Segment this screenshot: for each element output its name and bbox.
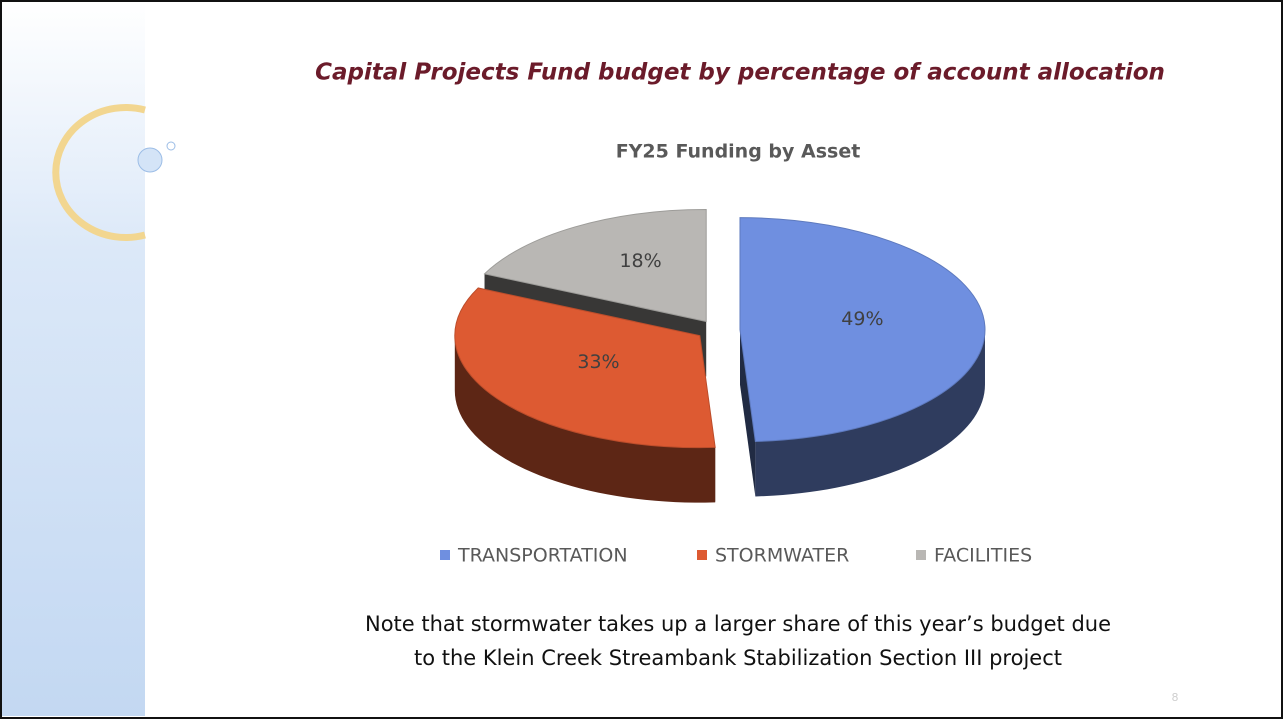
- note-line: Note that stormwater takes up a larger s…: [365, 612, 1111, 636]
- slide-title: Capital Projects Fund budget by percenta…: [315, 60, 1165, 86]
- bubble-decoration: [138, 148, 162, 172]
- data-label: 18%: [619, 250, 661, 272]
- page: Capital Projects Fund budget by percenta…: [0, 0, 1283, 719]
- legend-label: FACILITIES: [934, 545, 1032, 567]
- legend-swatch: [697, 550, 707, 560]
- slide: Capital Projects Fund budget by percenta…: [0, 0, 1283, 719]
- page-number: 8: [1172, 691, 1179, 704]
- data-label: 49%: [841, 308, 883, 330]
- note-line: to the Klein Creek Streambank Stabilizat…: [414, 646, 1062, 670]
- legend-swatch: [440, 550, 450, 560]
- legend-swatch: [916, 550, 926, 560]
- chart-title: FY25 Funding by Asset: [616, 141, 861, 163]
- legend-label: STORMWATER: [715, 545, 849, 567]
- legend-label: TRANSPORTATION: [457, 545, 628, 567]
- legend: TRANSPORTATION STORMWATER FACILITIES: [440, 545, 1032, 567]
- data-label: 33%: [577, 351, 619, 373]
